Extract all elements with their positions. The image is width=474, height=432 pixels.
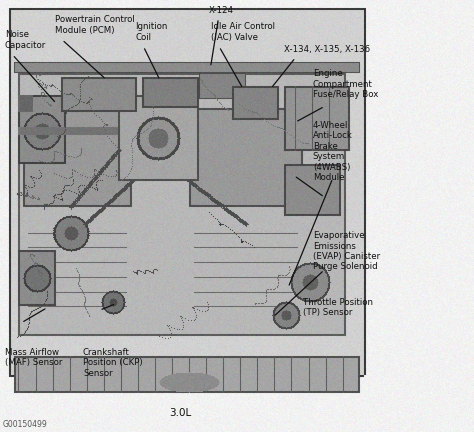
Text: Noise
Capacitor: Noise Capacitor	[5, 30, 46, 50]
Text: Mass Airflow
(MAF) Sensor: Mass Airflow (MAF) Sensor	[5, 348, 62, 367]
Text: Idle Air Control
(IAC) Valve: Idle Air Control (IAC) Valve	[211, 22, 275, 42]
Text: X-134, X-135, X-136: X-134, X-135, X-136	[284, 45, 371, 54]
Text: G00150499: G00150499	[2, 419, 47, 429]
Text: Powertrain Control
Module (PCM): Powertrain Control Module (PCM)	[55, 15, 134, 35]
Text: X-124: X-124	[209, 6, 234, 16]
Text: Ignition
Coil: Ignition Coil	[135, 22, 167, 42]
Text: 3.0L: 3.0L	[169, 407, 191, 418]
Text: Engine
Compartment
Fuse/Relay Box: Engine Compartment Fuse/Relay Box	[313, 69, 378, 99]
Text: Crankshaft
Position (CKP)
Sensor: Crankshaft Position (CKP) Sensor	[83, 348, 143, 378]
Text: Evaporative
Emissions
(EVAP) Canister
Purge Solenoid: Evaporative Emissions (EVAP) Canister Pu…	[313, 231, 380, 271]
Text: 4-Wheel
Anti-Lock
Brake
System
(4WABS)
Module: 4-Wheel Anti-Lock Brake System (4WABS) M…	[313, 121, 353, 182]
Text: Throttle Position
(TP) Sensor: Throttle Position (TP) Sensor	[303, 298, 374, 318]
